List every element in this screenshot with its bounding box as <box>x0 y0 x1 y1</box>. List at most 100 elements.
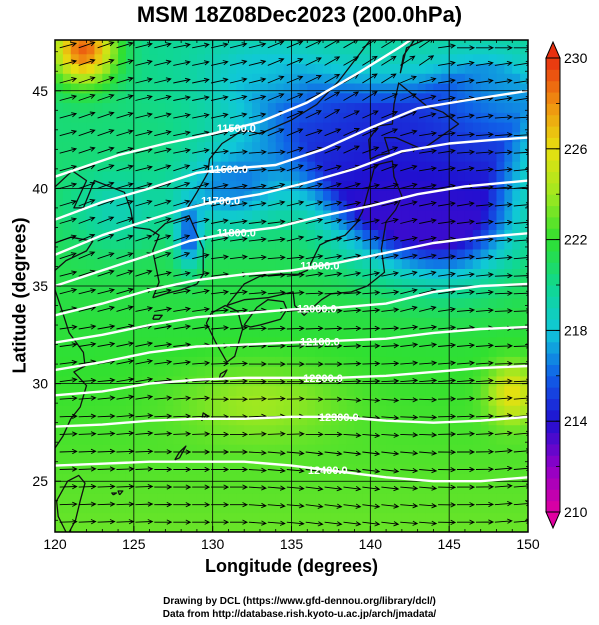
wind-vector <box>418 40 433 49</box>
temperature-cell <box>299 219 308 230</box>
temperature-cell <box>299 53 308 65</box>
wind-vector <box>286 110 304 119</box>
temperature-cell <box>196 453 206 465</box>
temperature-cell <box>220 287 230 299</box>
temperature-cell <box>520 122 528 133</box>
wind-vector <box>173 466 192 473</box>
temperature-cell <box>520 483 528 494</box>
temperature-cell <box>346 336 356 348</box>
temperature-cell <box>267 73 277 84</box>
wind-vector <box>381 73 397 84</box>
temperature-cell <box>346 239 356 250</box>
temperature-cell <box>480 278 490 289</box>
temperature-cell <box>425 53 434 65</box>
temperature-cell <box>283 356 293 367</box>
temperature-cell <box>86 209 96 221</box>
temperature-cell <box>141 307 151 318</box>
temperature-cell <box>338 278 348 289</box>
temperature-cell <box>244 102 253 113</box>
height-contour <box>55 325 528 372</box>
temperature-cell <box>512 307 521 318</box>
wind-vector <box>400 270 418 277</box>
wind-vector <box>305 361 324 367</box>
temperature-cell <box>354 356 364 367</box>
wind-vector <box>324 200 343 207</box>
temperature-cell <box>520 502 528 514</box>
wind-vector <box>438 396 457 402</box>
temperature-cell <box>267 53 277 65</box>
temperature-cell <box>307 141 316 152</box>
wind-vector <box>173 271 191 277</box>
temperature-cell <box>370 43 379 55</box>
temperature-cell <box>141 375 151 387</box>
temperature-cell <box>173 327 182 338</box>
wind-vector <box>97 519 116 525</box>
temperature-cell <box>165 209 174 221</box>
temperature-cell <box>291 239 300 250</box>
temperature-cell <box>362 43 371 55</box>
temperature-cell <box>173 492 182 504</box>
wind-vector <box>267 396 286 402</box>
temperature-cell <box>70 40 80 45</box>
temperature-cell <box>165 278 174 289</box>
temperature-cell <box>157 73 166 84</box>
wind-vector <box>343 290 362 296</box>
temperature-cell <box>393 307 403 318</box>
temperature-cell <box>173 268 182 279</box>
temperature-cell <box>472 453 482 465</box>
temperature-cell <box>165 258 174 270</box>
temperature-cell <box>86 444 96 455</box>
temperature-cell <box>125 522 135 532</box>
wind-vector <box>97 341 116 347</box>
temperature-cell <box>189 112 198 123</box>
temperature-cell <box>433 492 442 504</box>
wind-vector <box>97 324 116 330</box>
temperature-cell <box>86 53 96 65</box>
wind-vector <box>438 342 457 348</box>
temperature-cell <box>464 522 474 532</box>
temperature-cell <box>118 219 127 230</box>
temperature-cell <box>275 229 285 240</box>
temperature-cell <box>338 375 348 387</box>
temperature-cell <box>173 317 182 328</box>
temperature-cell <box>204 40 214 45</box>
temperature-cell <box>141 483 151 494</box>
temperature-cell <box>212 53 222 65</box>
temperature-cell <box>55 43 64 55</box>
temperature-cell <box>157 40 166 45</box>
wind-vector <box>154 288 172 295</box>
temperature-cell <box>149 268 159 279</box>
temperature-cell <box>315 92 324 104</box>
wind-vector <box>78 395 97 401</box>
temperature-cell <box>62 287 72 299</box>
temperature-cell <box>118 102 127 113</box>
temperature-cell <box>323 239 332 250</box>
temperature-cell <box>181 522 190 532</box>
temperature-cell <box>125 434 135 445</box>
temperature-cell <box>141 473 151 484</box>
temperature-cell <box>417 502 427 514</box>
temperature-cell <box>70 209 80 221</box>
wind-vector <box>286 379 305 385</box>
temperature-cell <box>472 287 482 299</box>
temperature-cell <box>433 161 442 172</box>
wind-vector <box>419 183 437 189</box>
temperature-cell <box>464 512 474 523</box>
temperature-cell <box>267 375 277 387</box>
temperature-cell <box>425 122 434 133</box>
temperature-cell <box>488 151 498 162</box>
temperature-cell <box>472 375 482 387</box>
temperature-cell <box>118 385 127 396</box>
temperature-cell <box>62 424 72 435</box>
wind-vector <box>400 377 419 384</box>
temperature-cell <box>165 483 174 494</box>
wind-vector <box>456 149 476 155</box>
temperature-cell <box>252 219 261 230</box>
temperature-cell <box>378 258 387 270</box>
temperature-cell <box>307 258 316 270</box>
wind-vector <box>362 397 381 403</box>
temperature-cell <box>370 92 379 104</box>
temperature-cell <box>228 161 237 172</box>
temperature-cell <box>409 434 419 445</box>
temperature-cell <box>196 122 206 133</box>
